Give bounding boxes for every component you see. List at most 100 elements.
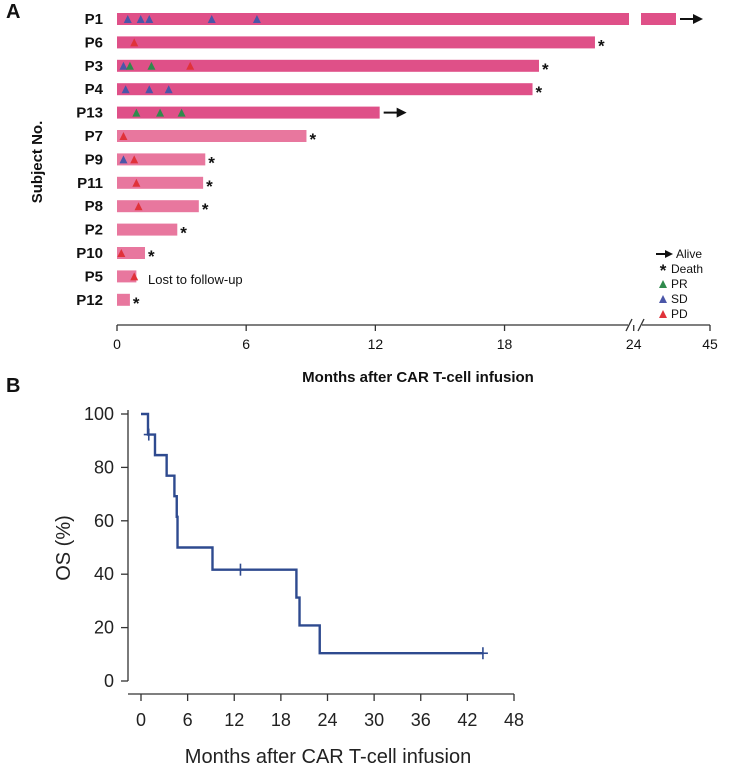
- bar-p8: [117, 200, 199, 213]
- subject-label-p10: P10: [76, 245, 103, 262]
- bar-p6: [117, 36, 595, 49]
- death-marker-p10: *: [148, 247, 155, 266]
- subject-label-p11: P11: [77, 175, 103, 192]
- y-tick-label-40: 40: [94, 564, 114, 584]
- legend-label-alive: Alive: [676, 247, 702, 261]
- bar-p1-segment-2: [641, 13, 676, 25]
- subject-labels: P1 P6 P3 P4 P13 P7 P9 P11 P8 P2 P10 P5 P12: [76, 11, 103, 309]
- marker-pr-p3-1: [125, 61, 134, 70]
- subject-label-p2: P2: [85, 222, 103, 239]
- y-tick-label-20: 20: [94, 618, 114, 638]
- subject-label-p8: P8: [85, 198, 103, 215]
- legend-label-pd: PD: [671, 307, 688, 321]
- bar-p9: [117, 153, 206, 166]
- legend-label-sd: SD: [671, 292, 688, 306]
- response-markers: [117, 15, 261, 281]
- x-tick-label-48: 48: [504, 710, 524, 730]
- axis-break-mark-2: [637, 318, 645, 332]
- x-tick-label-12: 12: [368, 336, 384, 352]
- x-tick-label-18: 18: [271, 710, 291, 730]
- survival-curve: [141, 412, 488, 660]
- y-tick-label-60: 60: [94, 511, 114, 531]
- bar-p13: [117, 106, 380, 119]
- death-marker-p7: *: [309, 130, 316, 149]
- panel-b-x-axis-title: Months after CAR T-cell infusion: [185, 746, 471, 768]
- outcome-markers: * * * * * * * * * *: [133, 14, 703, 313]
- panel-a-x-axis-title: Months after CAR T-cell infusion: [302, 369, 534, 386]
- bar-p11: [117, 176, 204, 189]
- bar-p7: [117, 130, 307, 142]
- alive-arrow-head-p13: [396, 107, 407, 118]
- y-tick-label-80: 80: [94, 457, 114, 477]
- legend-sd-symbol: [659, 295, 667, 303]
- bar-p3: [117, 59, 539, 72]
- marker-sd-p1-1: [136, 15, 145, 23]
- x-tick-label-36: 36: [411, 710, 431, 730]
- panel-a-y-axis-title: Subject No.: [29, 121, 46, 204]
- marker-pd-p10-0: [117, 249, 126, 257]
- x-tick-label-18: 18: [497, 336, 513, 352]
- marker-pd-p5-0: [130, 272, 139, 281]
- marker-sd-p3-0: [119, 61, 128, 70]
- marker-pr-p3-2: [147, 61, 156, 70]
- x-tick-label-6: 6: [183, 710, 193, 730]
- death-marker-p6: *: [598, 36, 605, 55]
- subject-label-p7: P7: [85, 128, 103, 145]
- legend-label-pr: PR: [671, 277, 688, 291]
- panel-a-letter: A: [6, 1, 20, 23]
- subject-label-p5: P5: [85, 268, 103, 285]
- panel-b-y-axis-title: OS (%): [53, 515, 75, 581]
- panel-b-survival-curve: B OS (%) 0 20 40 60 80 100 0 6 12 18 24 30 36 42 48 Mo…: [6, 375, 524, 768]
- marker-pr-p13-1: [156, 108, 165, 117]
- km-step-line: [141, 412, 483, 655]
- death-marker-p9: *: [208, 153, 215, 172]
- y-tick-label-100: 100: [84, 404, 114, 424]
- marker-pd-p8-0: [134, 202, 143, 211]
- death-marker-p12: *: [133, 294, 140, 313]
- subject-label-p1: P1: [85, 11, 103, 28]
- x-tick-label-6: 6: [242, 336, 250, 352]
- panel-a-swimmer-plot: A Subject No. P1P6P3P4P13P7P9P11P8P2P10P…: [6, 1, 718, 386]
- marker-pd-p6-0: [130, 38, 139, 47]
- lost-follow-up-annotation: Lost to follow-up: [148, 272, 243, 287]
- subject-label-p3: P3: [85, 58, 103, 75]
- marker-pr-p13-0: [132, 108, 141, 117]
- legend-pd-symbol: [659, 310, 667, 318]
- subject-label-p12: P12: [76, 292, 103, 309]
- legend-death-symbol: *: [660, 261, 667, 280]
- panel-b-letter: B: [6, 375, 20, 397]
- marker-sd-p9-0: [119, 155, 128, 164]
- axis-break-mark-1: [625, 318, 633, 332]
- death-marker-p11: *: [206, 177, 213, 196]
- marker-pd-p9-1: [130, 155, 139, 164]
- subject-label-p13: P13: [76, 105, 103, 122]
- x-tick-label-30: 30: [364, 710, 384, 730]
- bar-p12: [117, 293, 130, 306]
- x-tick-label-12: 12: [224, 710, 244, 730]
- death-marker-p8: *: [202, 200, 209, 219]
- marker-sd-p1-2: [145, 15, 154, 23]
- panel-a-x-axis: 0 6 12 18 24 45: [113, 318, 718, 352]
- marker-pd-p7-0: [119, 132, 128, 140]
- alive-arrow-head-p1: [693, 14, 703, 24]
- marker-pd-p11-0: [132, 178, 141, 187]
- death-marker-p4: *: [536, 83, 543, 102]
- x-tick-label-24: 24: [626, 336, 642, 352]
- y-tick-label-0: 0: [104, 671, 114, 691]
- x-tick-label-42: 42: [457, 710, 477, 730]
- bar-p4: [117, 83, 533, 96]
- legend-alive-arrow-head: [665, 250, 673, 258]
- x-tick-label-45: 45: [702, 336, 718, 352]
- marker-pd-p3-3: [186, 61, 195, 70]
- subject-label-p6: P6: [85, 34, 103, 51]
- marker-sd-p4-0: [121, 85, 130, 94]
- bar-p2: [117, 223, 178, 236]
- x-tick-label-0: 0: [113, 336, 121, 352]
- marker-pr-p13-2: [177, 108, 186, 117]
- death-marker-p3: *: [542, 60, 549, 79]
- marker-sd-p4-1: [145, 85, 154, 94]
- marker-sd-p4-2: [164, 85, 173, 94]
